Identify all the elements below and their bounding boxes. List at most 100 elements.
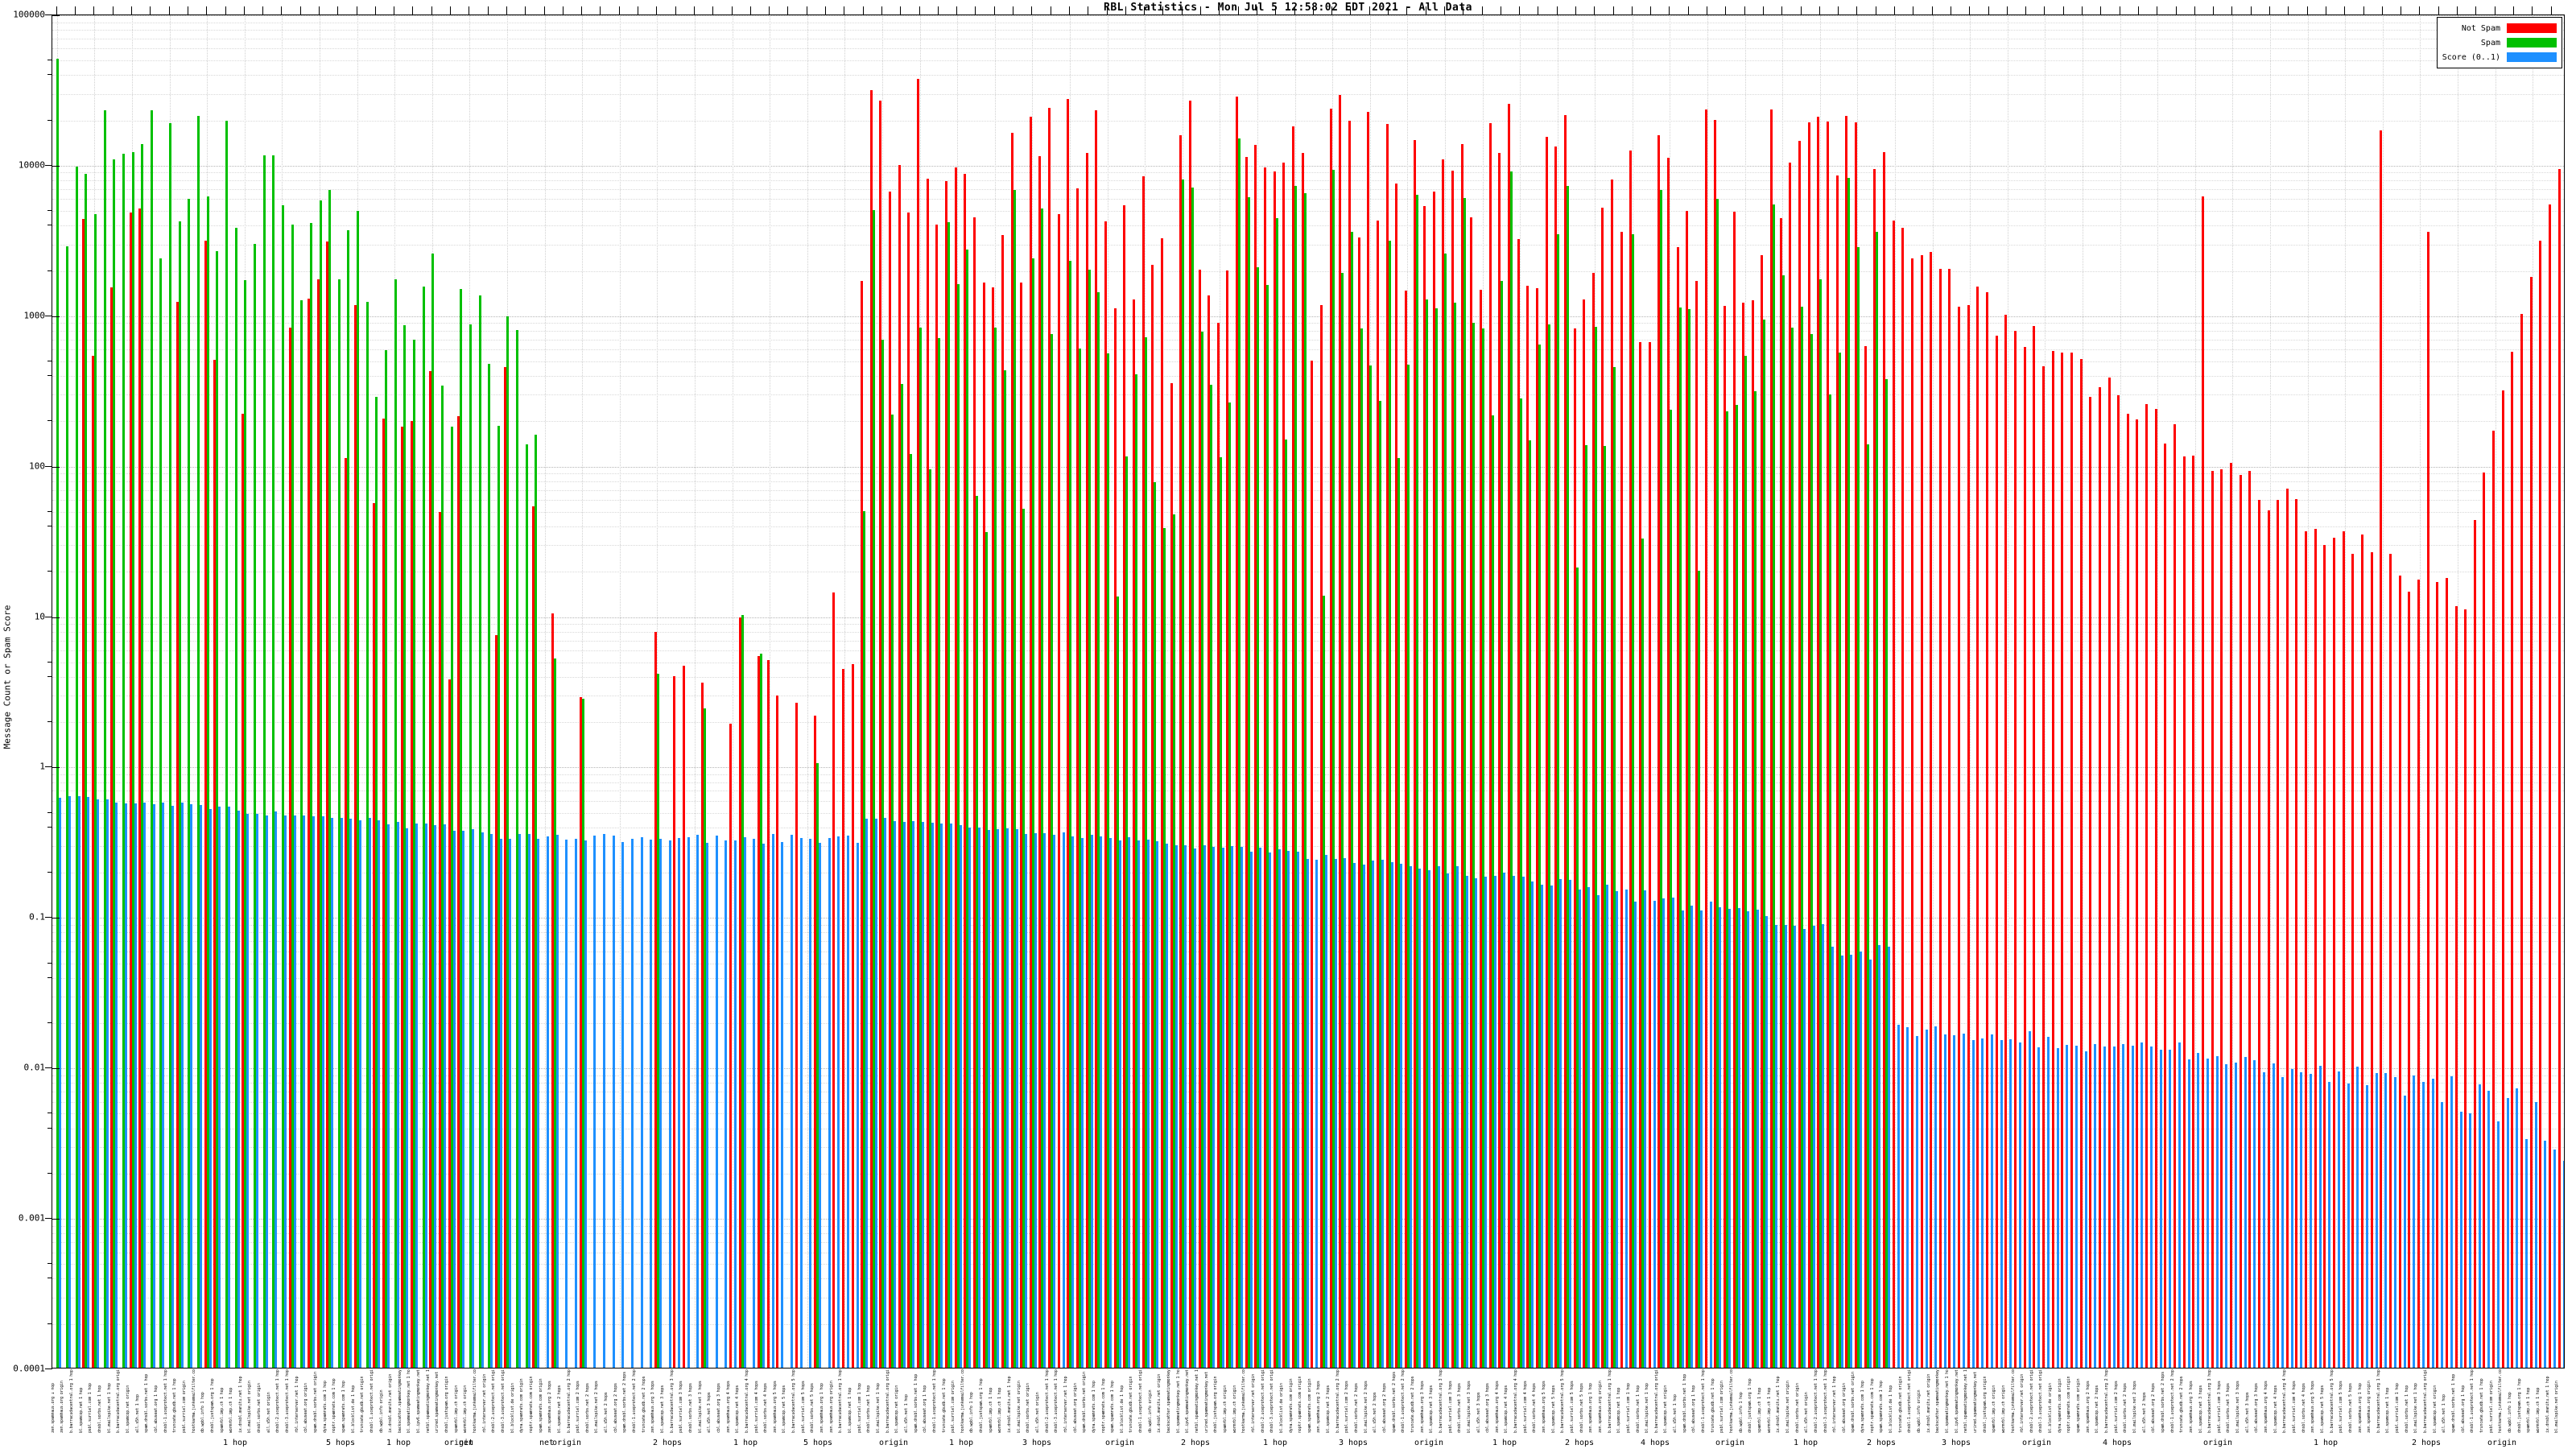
bar-notspam xyxy=(1113,308,1117,1368)
bar-spam xyxy=(1613,366,1616,1368)
bar-notspam xyxy=(2117,395,2120,1368)
bar-score xyxy=(2244,1056,2247,1368)
bar-spam xyxy=(525,444,528,1368)
x-tick-label: rbl.interserver.net 1 hop xyxy=(1063,1376,1068,1433)
x-tick-label: zen.spamhaus.org 4 hops xyxy=(1495,1381,1500,1433)
bar-notspam xyxy=(242,413,245,1368)
bar-score xyxy=(1456,865,1459,1368)
legend-label-spam: Spam xyxy=(2480,38,2500,47)
x-tick xyxy=(2551,6,2552,15)
x-tick-label: dnsbl.sorbs.net 4 hops xyxy=(1532,1383,1537,1433)
x-tick-label: psbl.surriel.com 1 hop xyxy=(88,1383,93,1433)
x-tick-label: bl.mailspike.net 3 hops xyxy=(2235,1381,2240,1433)
x-tick-label: bl.spamcop.net 2 hops xyxy=(2095,1385,2099,1433)
bar-score xyxy=(2375,1073,2378,1368)
x-tick-label: wormrbl.imp.ch 1 hop xyxy=(997,1387,1002,1433)
x-tick xyxy=(938,6,939,15)
bar-spam xyxy=(1022,509,1026,1368)
bar-score xyxy=(1690,906,1694,1368)
bar-score xyxy=(650,840,653,1368)
bar-notspam xyxy=(354,305,357,1368)
bar-score xyxy=(134,803,137,1368)
bar-notspam xyxy=(1770,109,1773,1368)
bar-spam xyxy=(113,159,116,1368)
bar-notspam xyxy=(841,668,844,1368)
x-tick-label: bl.ipv6.spameatingmonkey.net 1 hop xyxy=(1955,1369,1959,1433)
bar-score xyxy=(734,840,737,1368)
x-tick xyxy=(863,6,864,15)
bar-score xyxy=(1812,926,1815,1368)
x-tick xyxy=(2231,6,2232,15)
bar-score xyxy=(2207,1058,2209,1368)
bar-notspam xyxy=(1236,96,1239,1368)
x-tick-label: truncate.gbudb.net origin xyxy=(360,1376,365,1433)
x-tick xyxy=(1331,6,1332,15)
x-tick xyxy=(1801,6,1802,15)
x-tick xyxy=(2194,6,2195,15)
bar-spam xyxy=(244,280,247,1368)
bar-score xyxy=(2413,1075,2416,1368)
legend-item-score[interactable]: Score (0..1) xyxy=(2442,50,2557,64)
bar-notspam xyxy=(954,167,957,1368)
bar-score xyxy=(481,832,484,1368)
bar-notspam xyxy=(326,241,329,1368)
bar-score xyxy=(584,840,587,1368)
bar-score xyxy=(1540,885,1543,1368)
bar-spam xyxy=(478,295,481,1368)
bar-notspam xyxy=(1967,304,1970,1368)
bar-notspam xyxy=(504,367,507,1368)
bar-score xyxy=(696,834,700,1368)
bar-notspam xyxy=(972,217,976,1368)
x-tick xyxy=(131,6,132,15)
legend-item-not-spam[interactable]: Not Spam xyxy=(2442,21,2557,35)
bar-spam xyxy=(1341,272,1344,1368)
x-tick-label: spam.dnsbl.sorbs.net 1 hop xyxy=(914,1373,919,1433)
x-tick-label: dnsbl.sorbs.net 1 hop xyxy=(866,1385,871,1433)
bar-score xyxy=(124,803,127,1368)
x-tick-label: spamrbl.imp.ch 1 hop xyxy=(1757,1387,1762,1433)
bar-notspam xyxy=(1807,122,1810,1368)
bar-score xyxy=(1681,910,1684,1368)
x-tick-label: zen.spamhaus.org origin xyxy=(829,1381,834,1433)
y-tick-minor xyxy=(47,510,52,512)
x-tick-label: rbl.interserver.net origin xyxy=(2020,1373,2025,1433)
bar-spam xyxy=(488,364,491,1368)
bar-notspam xyxy=(2033,326,2036,1368)
gridline-horizontal-minor xyxy=(52,93,2564,95)
x-tick xyxy=(1125,6,1126,15)
x-group-label: 3 hops xyxy=(1338,1439,1368,1447)
x-tick-label: dnsbl.sorbs.net 5 hops xyxy=(2348,1383,2353,1433)
bar-spam xyxy=(1885,378,1888,1368)
x-group-label: 1 hop xyxy=(222,1439,248,1447)
x-tick xyxy=(712,6,713,15)
x-tick xyxy=(2438,6,2439,15)
bar-spam xyxy=(1116,597,1119,1368)
bar-notspam xyxy=(2211,470,2214,1368)
bar-score xyxy=(2431,1079,2434,1368)
x-tick xyxy=(919,6,920,15)
y-tick-major xyxy=(45,1067,52,1069)
legend-item-spam[interactable]: Spam xyxy=(2442,35,2557,50)
bar-notspam xyxy=(1648,342,1651,1368)
bar-score xyxy=(2046,1037,2050,1368)
x-group-label: 1 hop xyxy=(1793,1439,1818,1447)
y-tick-inner xyxy=(52,1068,60,1070)
gridline-vertical xyxy=(2345,15,2346,1368)
bar-spam xyxy=(1463,198,1466,1368)
bar-notspam xyxy=(2277,500,2280,1368)
bar-notspam xyxy=(1048,108,1051,1368)
bar-score xyxy=(1963,1033,1966,1368)
bar-score xyxy=(2384,1073,2388,1368)
bar-spam xyxy=(1547,324,1550,1368)
x-tick-label: psbl.surriel.com origin xyxy=(2489,1381,2494,1433)
bar-score xyxy=(1221,847,1224,1368)
bar-score xyxy=(1644,890,1647,1368)
bar-spam xyxy=(1360,328,1363,1368)
y-tick-label: 0.0001 xyxy=(13,1363,45,1374)
bar-spam xyxy=(262,155,266,1368)
x-tick-label: bl.spamcop.net 5 hops xyxy=(2320,1385,2325,1433)
bar-notspam xyxy=(898,164,901,1368)
bar-score xyxy=(912,821,915,1368)
bar-spam xyxy=(1529,440,1532,1368)
x-tick-label: dnsbl.justspam.org 1 hop xyxy=(210,1378,215,1433)
